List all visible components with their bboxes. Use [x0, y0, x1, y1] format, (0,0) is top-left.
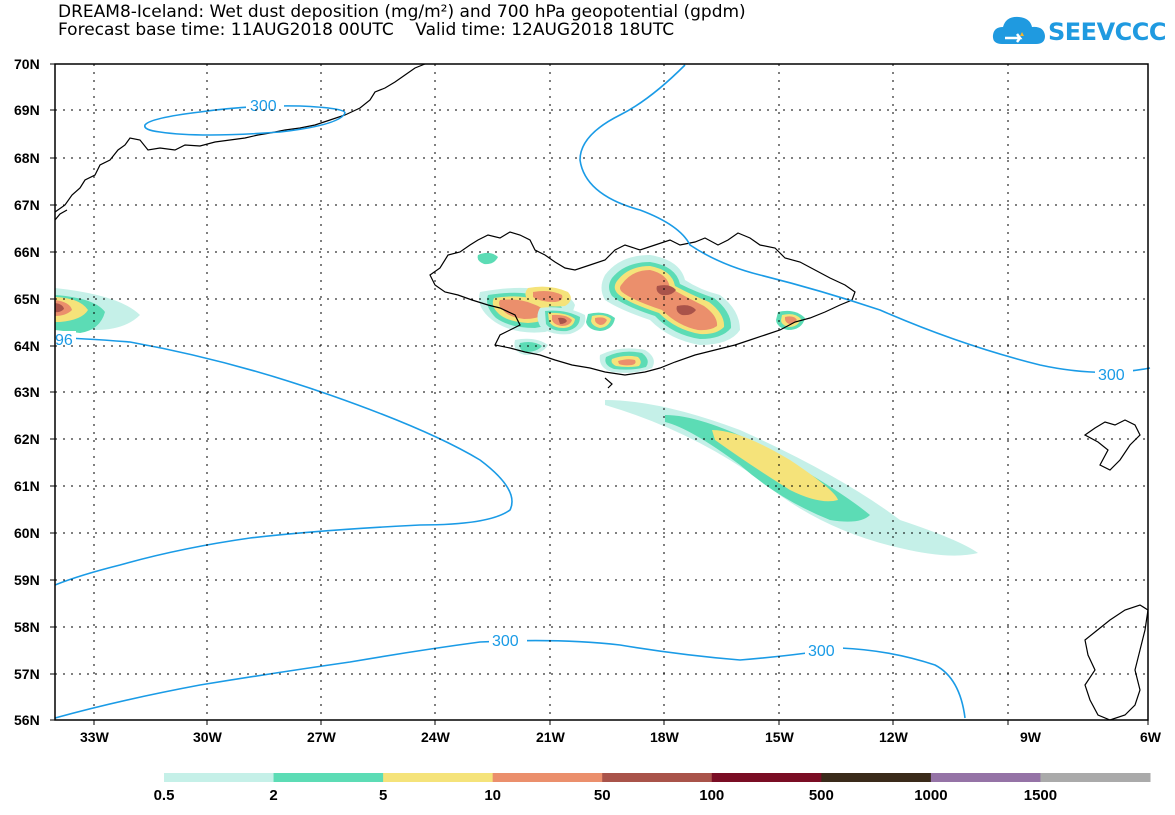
tick-marks	[50, 63, 1149, 725]
lon-label: 30W	[193, 729, 223, 745]
lat-label: 60N	[14, 525, 40, 541]
lat-label: 68N	[14, 150, 40, 166]
colorbar-label: 50	[594, 787, 611, 804]
latitude-labels: 70N 69N 68N 67N 66N 65N 64N 63N 62N 61N …	[14, 56, 40, 728]
contour-label-300: 300	[250, 98, 277, 115]
lon-label: 15W	[765, 729, 795, 745]
lat-label: 57N	[14, 666, 40, 682]
geopotential-contours	[54, 64, 1151, 719]
lon-label: 27W	[307, 729, 337, 745]
lon-label: 33W	[80, 729, 110, 745]
lat-label: 63N	[14, 384, 40, 400]
lat-label: 58N	[14, 619, 40, 635]
contour-labels: 300 300 300 300 96	[54, 97, 1133, 660]
colorbar-label: 10	[484, 787, 501, 804]
contour-label-300: 300	[808, 643, 835, 660]
contour-label-300: 300	[492, 633, 519, 650]
colorbar-label: 1000	[914, 787, 947, 804]
map-subtitle: Forecast base time: 11AUG2018 00UTC Vali…	[58, 20, 675, 40]
colorbar-label: 500	[809, 787, 834, 804]
lon-label: 12W	[879, 729, 909, 745]
lat-label: 66N	[14, 244, 40, 260]
cloud-icon	[992, 16, 1045, 44]
lat-label: 64N	[14, 338, 40, 354]
lon-label: 24W	[421, 729, 451, 745]
map-title: DREAM8-Iceland: Wet dust deposition (mg/…	[58, 2, 746, 22]
lon-label: 18W	[650, 729, 680, 745]
colorbar-swatch	[930, 773, 1041, 782]
lat-label: 70N	[14, 56, 40, 72]
colorbar: 0.5 2 5 10 50 100 500 1000 1500	[154, 773, 1151, 804]
logo-text: SEEVCCC	[1048, 18, 1167, 46]
colorbar-swatch	[492, 773, 603, 782]
colorbar-label: 100	[699, 787, 724, 804]
lat-label: 69N	[14, 102, 40, 118]
lat-label: 67N	[14, 197, 40, 213]
colorbar-swatch	[602, 773, 713, 782]
lat-label: 56N	[14, 712, 40, 728]
colorbar-label: 2	[269, 787, 277, 804]
lat-label: 62N	[14, 431, 40, 447]
colorbar-swatch	[711, 773, 822, 782]
lat-label: 59N	[14, 572, 40, 588]
coastlines	[54, 63, 1149, 721]
colorbar-swatch	[383, 773, 494, 782]
contour-label-300: 300	[1098, 367, 1125, 384]
gridlines	[55, 64, 1148, 720]
lon-label: 9W	[1020, 729, 1042, 745]
seevccc-logo: SEEVCCC	[990, 12, 1167, 57]
colorbar-swatch	[821, 773, 932, 782]
colorbar-label: 5	[379, 787, 387, 804]
longitude-labels: 33W 30W 27W 24W 21W 18W 15W 12W 9W 6W	[80, 729, 1162, 745]
contour-label-96: 96	[55, 332, 73, 349]
colorbar-swatch	[164, 773, 275, 782]
lon-label: 21W	[536, 729, 566, 745]
colorbar-swatch	[1040, 773, 1151, 782]
colorbar-swatch	[273, 773, 384, 782]
dust-shading	[55, 252, 978, 556]
colorbar-label: 0.5	[154, 787, 175, 804]
lat-label: 65N	[14, 291, 40, 307]
lon-label: 6W	[1140, 729, 1162, 745]
lat-label: 61N	[14, 478, 40, 494]
colorbar-label: 1500	[1024, 787, 1057, 804]
